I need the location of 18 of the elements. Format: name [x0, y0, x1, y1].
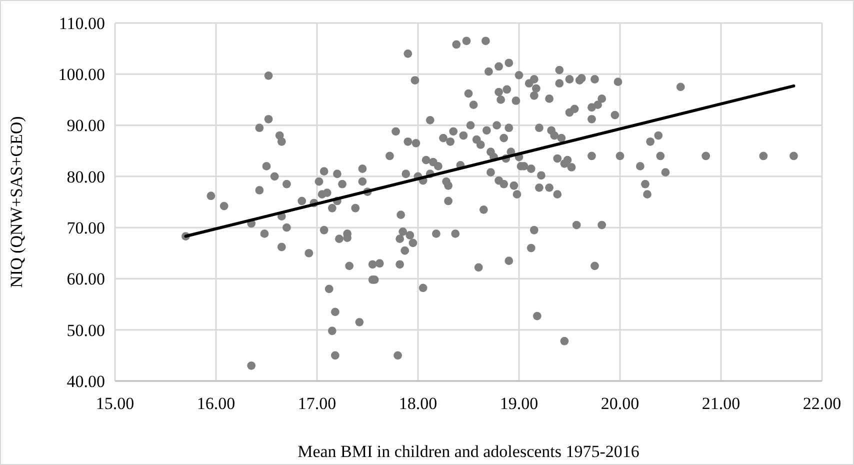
y-tick-label: 80.00	[66, 167, 105, 186]
x-tick-label: 17.00	[298, 394, 336, 413]
x-tick-label: 15.00	[96, 394, 134, 413]
x-axis-title: Mean BMI in children and adolescents 1975-2016	[298, 442, 640, 461]
x-tick-label: 20.00	[600, 394, 640, 413]
y-tick-label: 100.00	[58, 65, 105, 84]
x-tick-label: 22.00	[802, 394, 842, 413]
x-tick-label: 16.00	[196, 394, 236, 413]
y-tick-label: 50.00	[66, 320, 105, 340]
y-tick-label: 40.00	[66, 372, 105, 391]
y-tick-label: 70.00	[66, 218, 105, 238]
y-axis-title: NIQ (QNW+SAS+GEO)	[7, 116, 26, 288]
y-tick-label: 60.00	[66, 270, 105, 289]
y-tick-label: 90.00	[66, 116, 105, 136]
y-tick-label: 110.00	[58, 14, 105, 33]
x-tick-label: 19.00	[500, 394, 538, 413]
x-tick-label: 21.00	[702, 394, 740, 413]
x-tick-label: 18.00	[398, 394, 438, 413]
